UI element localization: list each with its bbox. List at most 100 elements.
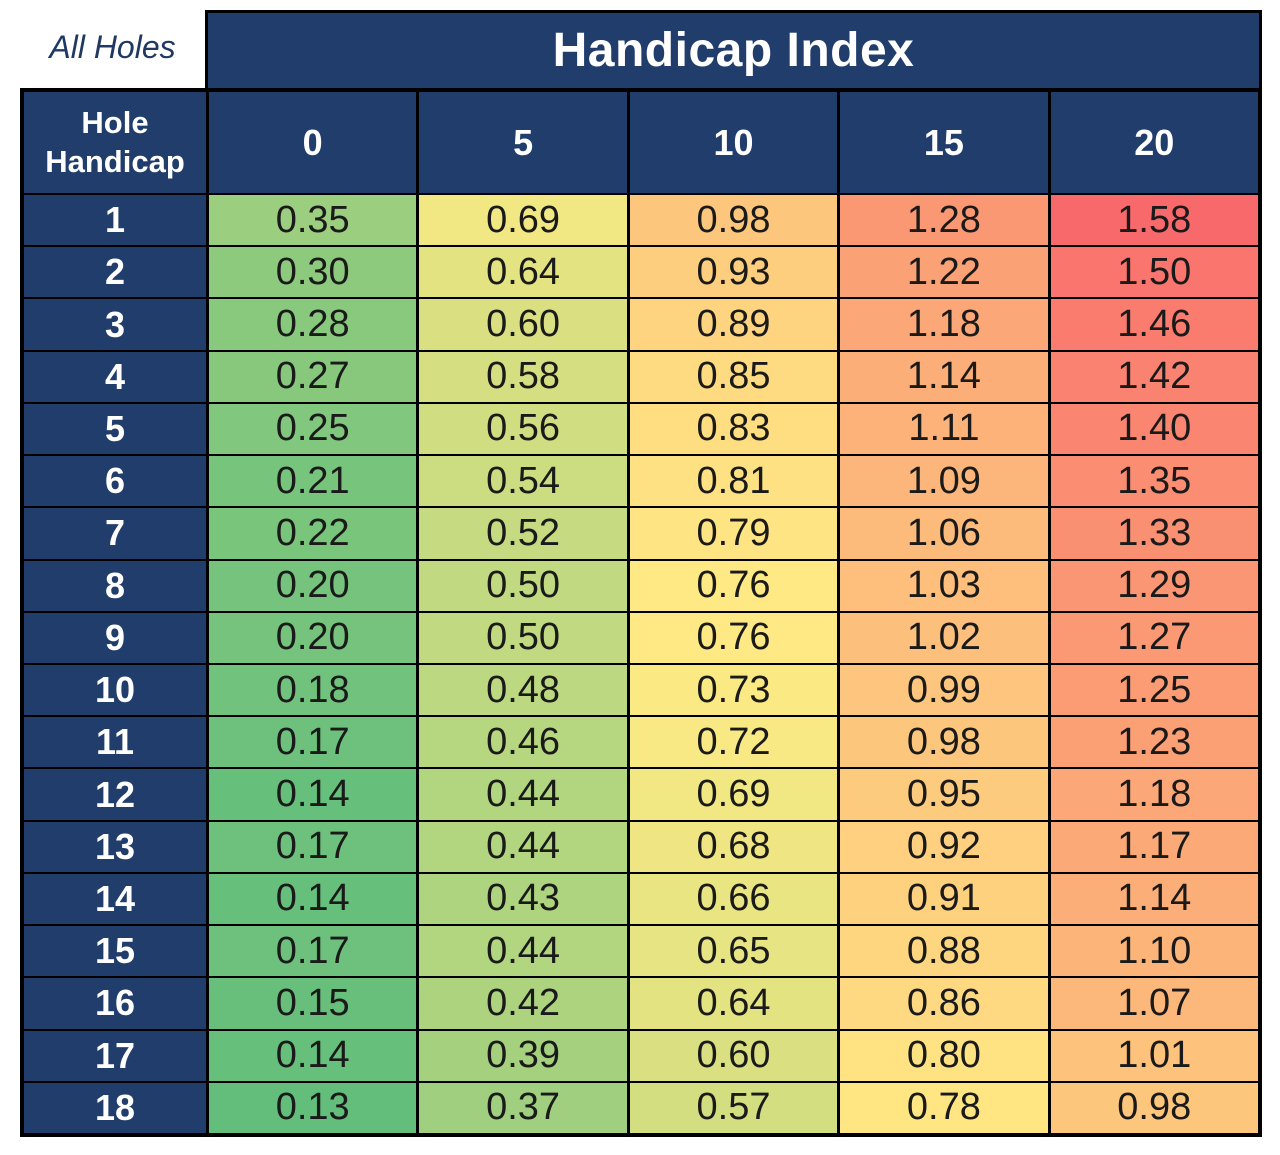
value-cell: 1.42 bbox=[1050, 351, 1258, 402]
value-cell: 0.64 bbox=[629, 978, 838, 1029]
value-cell: 1.22 bbox=[840, 247, 1048, 298]
value-cell: 1.06 bbox=[840, 508, 1048, 559]
value-cell: 0.15 bbox=[209, 978, 417, 1029]
value-cell: 1.27 bbox=[1050, 612, 1258, 663]
value-cell: 0.14 bbox=[209, 873, 417, 925]
row-header: 16 bbox=[24, 978, 206, 1029]
value-cell: 0.64 bbox=[419, 247, 627, 298]
value-cell: 0.37 bbox=[419, 1082, 627, 1133]
row-header: 2 bbox=[24, 247, 206, 298]
value-cell: 0.72 bbox=[629, 717, 838, 768]
value-cell: 1.03 bbox=[840, 560, 1048, 611]
value-cell: 0.73 bbox=[629, 664, 838, 716]
column-header: 10 bbox=[629, 92, 838, 193]
value-cell: 0.57 bbox=[629, 1082, 838, 1133]
value-cell: 0.43 bbox=[419, 873, 627, 925]
value-cell: 0.27 bbox=[209, 351, 417, 402]
value-cell: 1.17 bbox=[1050, 821, 1258, 872]
value-cell: 0.89 bbox=[629, 299, 838, 350]
value-cell: 0.50 bbox=[419, 612, 627, 663]
value-cell: 1.07 bbox=[1050, 978, 1258, 1029]
value-cell: 0.13 bbox=[209, 1082, 417, 1133]
value-cell: 0.95 bbox=[840, 769, 1048, 820]
row-header: 4 bbox=[24, 351, 206, 402]
column-header: 20 bbox=[1050, 92, 1258, 193]
value-cell: 0.52 bbox=[419, 508, 627, 559]
value-cell: 0.50 bbox=[419, 560, 627, 611]
value-cell: 0.44 bbox=[419, 821, 627, 872]
value-cell: 0.98 bbox=[1050, 1082, 1258, 1133]
row-header: 13 bbox=[24, 821, 206, 872]
value-cell: 0.44 bbox=[419, 769, 627, 820]
value-cell: 1.23 bbox=[1050, 717, 1258, 768]
column-header: 15 bbox=[840, 92, 1048, 193]
value-cell: 0.76 bbox=[629, 560, 838, 611]
row-header: 10 bbox=[24, 664, 206, 716]
value-cell: 0.46 bbox=[419, 717, 627, 768]
value-cell: 0.60 bbox=[419, 299, 627, 350]
value-cell: 1.09 bbox=[840, 456, 1048, 507]
value-cell: 0.80 bbox=[840, 1030, 1048, 1081]
value-cell: 0.17 bbox=[209, 717, 417, 768]
row-header: 8 bbox=[24, 560, 206, 611]
value-cell: 1.28 bbox=[840, 195, 1048, 246]
value-cell: 0.92 bbox=[840, 821, 1048, 872]
value-cell: 1.50 bbox=[1050, 247, 1258, 298]
column-header: 0 bbox=[209, 92, 417, 193]
row-header: 5 bbox=[24, 403, 206, 455]
row-header: 1 bbox=[24, 195, 206, 246]
row-header: 14 bbox=[24, 873, 206, 925]
value-cell: 0.39 bbox=[419, 1030, 627, 1081]
value-cell: 1.25 bbox=[1050, 664, 1258, 716]
value-cell: 0.69 bbox=[419, 195, 627, 246]
value-cell: 0.21 bbox=[209, 456, 417, 507]
value-cell: 0.88 bbox=[840, 926, 1048, 977]
value-cell: 0.98 bbox=[629, 195, 838, 246]
row-header: 12 bbox=[24, 769, 206, 820]
value-cell: 0.56 bbox=[419, 403, 627, 455]
value-cell: 1.29 bbox=[1050, 560, 1258, 611]
value-cell: 0.54 bbox=[419, 456, 627, 507]
corner-label: All Holes bbox=[20, 8, 205, 86]
value-cell: 0.48 bbox=[419, 664, 627, 716]
value-cell: 1.58 bbox=[1050, 195, 1258, 246]
value-cell: 0.99 bbox=[840, 664, 1048, 716]
value-cell: 1.14 bbox=[1050, 873, 1258, 925]
value-cell: 0.17 bbox=[209, 821, 417, 872]
value-cell: 0.14 bbox=[209, 769, 417, 820]
value-cell: 0.60 bbox=[629, 1030, 838, 1081]
value-cell: 0.65 bbox=[629, 926, 838, 977]
value-cell: 0.81 bbox=[629, 456, 838, 507]
row-header: 3 bbox=[24, 299, 206, 350]
value-cell: 0.42 bbox=[419, 978, 627, 1029]
value-cell: 0.20 bbox=[209, 612, 417, 663]
value-cell: 0.83 bbox=[629, 403, 838, 455]
value-cell: 0.76 bbox=[629, 612, 838, 663]
table-title: Handicap Index bbox=[552, 24, 915, 77]
value-cell: 0.79 bbox=[629, 508, 838, 559]
table-title-bar: Handicap Index bbox=[205, 10, 1262, 88]
heatmap-grid: Hole Handicap 0 5 10 15 20 1 0.35 0.69 0.98 1.28 1… bbox=[20, 88, 1262, 1137]
row-header: 7 bbox=[24, 508, 206, 559]
value-cell: 1.18 bbox=[840, 299, 1048, 350]
value-cell: 0.20 bbox=[209, 560, 417, 611]
value-cell: 0.85 bbox=[629, 351, 838, 402]
value-cell: 0.68 bbox=[629, 821, 838, 872]
row-header: 17 bbox=[24, 1030, 206, 1081]
value-cell: 0.28 bbox=[209, 299, 417, 350]
value-cell: 1.35 bbox=[1050, 456, 1258, 507]
value-cell: 0.22 bbox=[209, 508, 417, 559]
value-cell: 0.66 bbox=[629, 873, 838, 925]
row-header: 9 bbox=[24, 612, 206, 663]
value-cell: 0.69 bbox=[629, 769, 838, 820]
value-cell: 1.40 bbox=[1050, 403, 1258, 455]
value-cell: 0.93 bbox=[629, 247, 838, 298]
value-cell: 0.86 bbox=[840, 978, 1048, 1029]
column-header: 5 bbox=[419, 92, 627, 193]
row-header: 15 bbox=[24, 926, 206, 977]
value-cell: 0.78 bbox=[840, 1082, 1048, 1133]
value-cell: 1.02 bbox=[840, 612, 1048, 663]
value-cell: 1.11 bbox=[840, 403, 1048, 455]
value-cell: 0.44 bbox=[419, 926, 627, 977]
